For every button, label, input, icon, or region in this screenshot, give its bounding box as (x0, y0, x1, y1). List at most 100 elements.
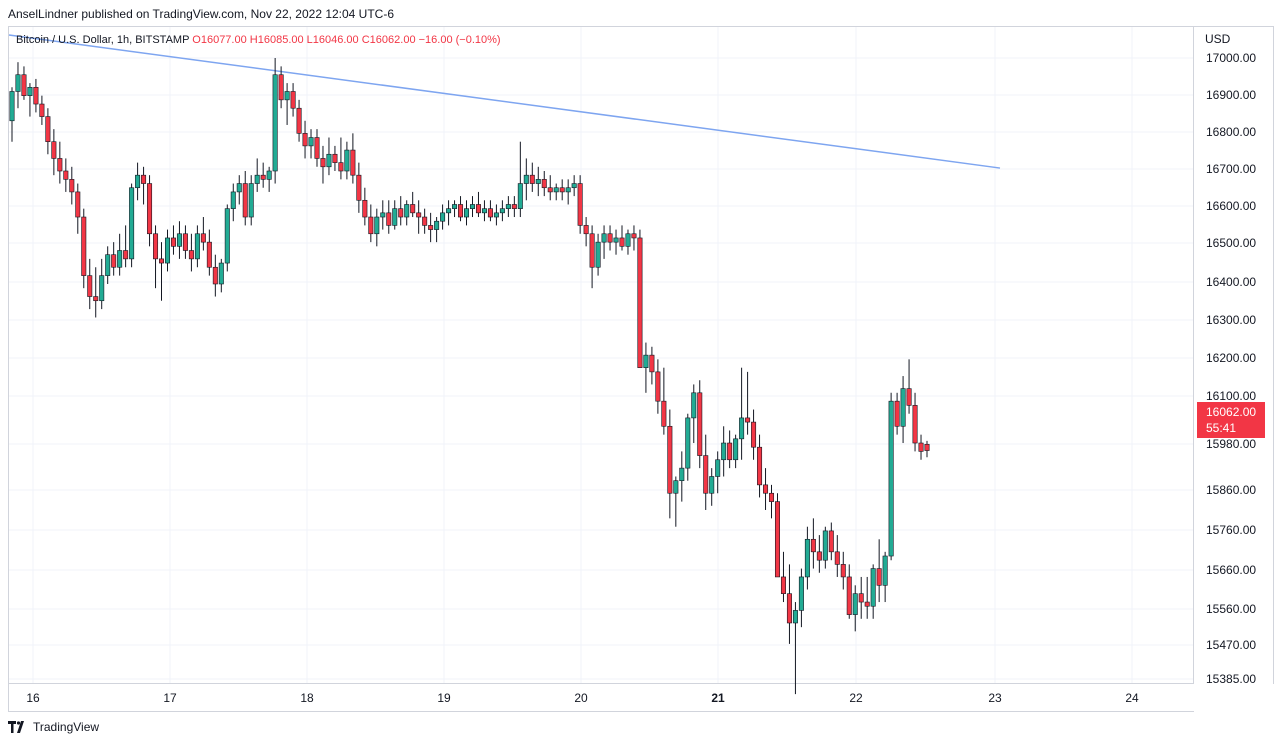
candle-body (386, 212, 392, 226)
candle-body (523, 174, 529, 184)
candle-body (816, 551, 822, 561)
candle-body (51, 141, 57, 159)
candle-body (583, 225, 589, 235)
candle-body (487, 208, 493, 218)
candle-body (511, 204, 517, 209)
change-value: −16.00 (−0.10%) (418, 34, 501, 46)
candle-body (368, 216, 374, 235)
candle-body (571, 183, 577, 189)
price-tick-label: 15980.00 (1206, 437, 1256, 451)
price-tick-label: 16900.00 (1206, 88, 1256, 102)
candle-body (685, 417, 691, 469)
candle-body (918, 442, 924, 452)
time-axis[interactable] (8, 684, 1194, 712)
price-tick-label: 16500.00 (1206, 236, 1256, 250)
candle-body (290, 91, 296, 109)
date-tick-label: 17 (163, 691, 177, 705)
currency-label[interactable]: USD (1205, 32, 1231, 46)
candle-body (27, 86, 33, 96)
footer-brand[interactable]: TradingView (8, 720, 99, 734)
price-tick-label: 16800.00 (1206, 125, 1256, 139)
price-tick-label: 16600.00 (1206, 199, 1256, 213)
candle-body (105, 254, 111, 276)
date-tick-label: 22 (849, 691, 863, 705)
open-value: O16077.00 (192, 34, 247, 46)
candle-body (810, 538, 816, 553)
candle-body (278, 74, 284, 101)
candle-body (804, 538, 810, 578)
candle-body (769, 492, 775, 502)
candle-body (164, 237, 170, 264)
candle-body (308, 137, 314, 147)
price-tick-label: 16200.00 (1206, 351, 1256, 365)
candle-body (452, 204, 458, 209)
candle-body (499, 208, 505, 214)
candle-body (577, 183, 583, 226)
candle-body (332, 153, 338, 163)
candle-body (607, 233, 613, 243)
candle-body (87, 275, 93, 297)
candle-body (469, 204, 475, 209)
price-tick-label: 15560.00 (1206, 602, 1256, 616)
candle-body (828, 530, 834, 553)
candle-body (637, 237, 643, 368)
candle-body (547, 187, 553, 193)
candle-body (900, 388, 906, 427)
price-tick-label: 16100.00 (1206, 389, 1256, 403)
candle-body (613, 237, 619, 243)
candle-body (338, 162, 344, 172)
candle-body (111, 254, 117, 268)
candle-body (99, 275, 105, 302)
candle-body (182, 233, 188, 251)
symbol-legend[interactable]: Bitcoin / U.S. Dollar, 1h, BITSTAMP O160… (16, 34, 501, 46)
candle-body (416, 212, 422, 218)
close-value: C16062.00 (361, 34, 416, 46)
candle-body (284, 91, 290, 101)
candle-body (206, 241, 212, 268)
candle-body (404, 204, 410, 218)
candle-body (392, 208, 398, 226)
price-tick-label: 15385.00 (1206, 672, 1256, 686)
candle-body (792, 610, 798, 624)
candle-body (798, 576, 804, 611)
date-tick-label: 19 (437, 691, 451, 705)
candle-body (446, 208, 452, 214)
candle-body (9, 91, 15, 122)
candle-body (739, 417, 745, 440)
candle-body (314, 137, 320, 159)
candle-body (320, 158, 326, 168)
candle-body (236, 183, 242, 193)
candle-body (326, 153, 332, 168)
trendline (8, 34, 1001, 169)
candle-body (63, 170, 69, 180)
candle-body (176, 233, 182, 247)
candle-body (21, 74, 27, 96)
candle-body (780, 576, 786, 594)
candle-body (541, 179, 547, 189)
candle-body (39, 103, 45, 117)
candle-body (751, 421, 757, 448)
candle-body (75, 191, 81, 218)
candle-body (362, 199, 368, 218)
candle-body (272, 74, 278, 172)
candle-body (529, 174, 535, 184)
candle-body (715, 459, 721, 477)
candle-body (625, 233, 631, 247)
candle-body (649, 354, 655, 373)
candle-body (703, 455, 709, 494)
symbol-name: Bitcoin / U.S. Dollar, 1h, BITSTAMP (16, 34, 190, 46)
candle-body (33, 86, 39, 105)
price-tick-label: 16700.00 (1206, 162, 1256, 176)
price-axis[interactable] (1194, 26, 1274, 684)
candle-body (356, 174, 362, 201)
date-tick-label: 23 (988, 691, 1002, 705)
candle-body (147, 183, 153, 235)
chart-pane[interactable] (8, 26, 1194, 684)
candle-body (619, 237, 625, 247)
candle-body (763, 484, 769, 494)
candle-body (440, 212, 446, 222)
candle-body (266, 170, 272, 180)
candle-body (906, 388, 912, 406)
publisher-info: AnselLindner published on TradingView.co… (8, 7, 395, 21)
candle-body (553, 187, 559, 193)
